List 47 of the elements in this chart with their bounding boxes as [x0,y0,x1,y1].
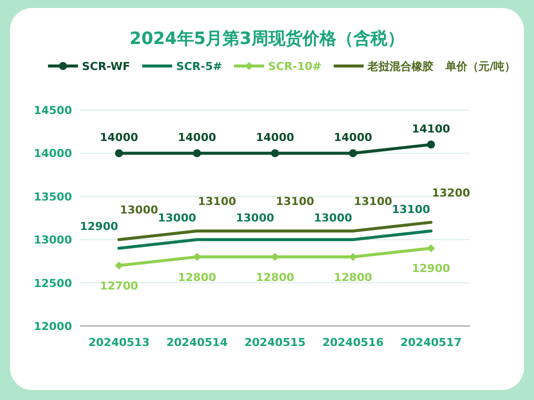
chart-title: 2024年5月第3周现货价格（含税） [130,29,404,49]
point [193,149,201,158]
y-tick-label: 14500 [34,104,72,117]
point [271,252,279,261]
y-tick-label: 14000 [34,147,72,160]
y-tick-label: 12000 [34,320,72,333]
point [193,252,201,261]
x-tick-label: 20240514 [166,336,228,349]
y-axis-title: 单价（元/吨） [444,60,516,73]
data-label: 12800 [334,270,372,284]
data-label: 12900 [412,262,450,276]
data-label: 13100 [198,194,236,208]
x-tick-label: 20240516 [322,336,384,349]
legend-label: SCR-WF [82,60,130,73]
data-label: 13100 [392,202,430,216]
data-label: 14000 [100,131,138,144]
data-label: 13000 [158,212,196,225]
y-tick-label: 13000 [34,234,72,247]
y-tick-label: 13500 [34,190,72,204]
data-label: 14100 [412,122,450,136]
point [349,252,357,261]
y-tick-label: 12500 [34,276,72,290]
data-label: 14000 [256,131,294,144]
x-tick-label: 20240515 [244,336,306,349]
legend-label: SCR-5# [176,60,222,73]
legend-label: 老挝混合橡胶 [366,60,434,73]
point [349,149,357,158]
data-label: 12800 [178,270,216,284]
data-label: 14000 [334,131,372,144]
point [115,262,123,270]
data-label: 13000 [120,204,158,217]
data-label: 12800 [256,270,294,284]
data-label: 13000 [314,212,352,225]
data-label: 14000 [178,131,216,144]
data-label: 13000 [236,212,274,225]
data-label: 12900 [80,220,118,234]
x-tick-label: 20240513 [88,336,150,349]
point [427,244,435,252]
point [271,149,279,158]
point [115,149,123,158]
data-label: 13100 [276,194,314,208]
point [427,140,435,149]
data-label: 13200 [432,186,470,200]
data-label: 12700 [100,280,138,293]
x-tick-label: 20240517 [400,336,462,349]
data-label: 13100 [354,194,392,208]
legend-label: SCR-10# [268,60,322,73]
